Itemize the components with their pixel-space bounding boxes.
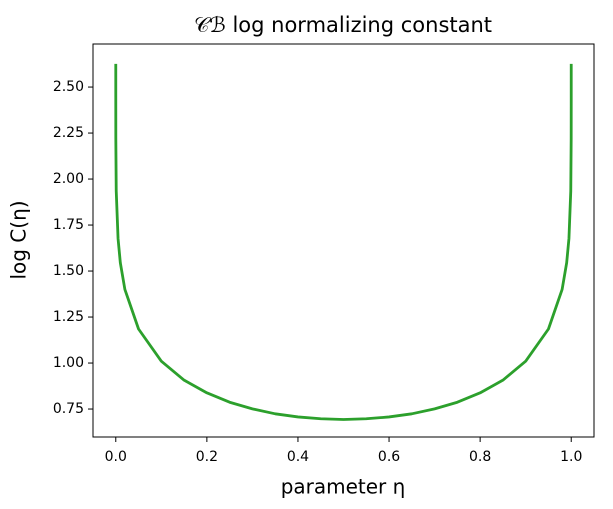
x-tick-label: 0.8 — [469, 449, 491, 465]
y-tick-label: 1.25 — [53, 309, 84, 325]
x-tick-label: 0.2 — [196, 449, 218, 465]
y-tick-label: 2.50 — [53, 79, 84, 95]
x-tick-label: 0.6 — [378, 449, 400, 465]
x-tick-label: 0.0 — [105, 449, 127, 465]
plot-frame — [92, 43, 595, 438]
x-tick-label: 1.0 — [560, 449, 582, 465]
y-tick-label: 1.00 — [53, 355, 84, 371]
x-tick-label: 0.4 — [287, 449, 309, 465]
y-tick-label: 2.00 — [53, 171, 84, 187]
data-line — [114, 63, 573, 421]
chart-title: 𝒞ℬ log normalizing constant — [194, 13, 492, 37]
y-tick-label: 1.50 — [53, 263, 84, 279]
y-tick-label: 1.75 — [53, 217, 84, 233]
y-tick-label: 2.25 — [53, 125, 84, 141]
y-axis-label: log C(η) — [7, 200, 31, 279]
x-axis-label: parameter η — [281, 475, 406, 499]
y-tick-label: 0.75 — [53, 401, 84, 417]
